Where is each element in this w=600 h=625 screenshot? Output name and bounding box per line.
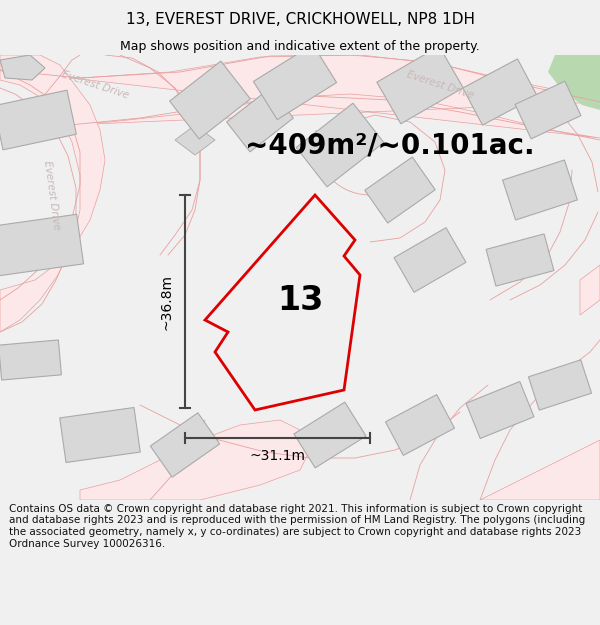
Text: 13: 13 — [277, 284, 323, 316]
Polygon shape — [0, 55, 600, 138]
Text: Everest Drive: Everest Drive — [405, 69, 475, 101]
Polygon shape — [365, 157, 435, 223]
Text: 13, EVEREST DRIVE, CRICKHOWELL, NP8 1DH: 13, EVEREST DRIVE, CRICKHOWELL, NP8 1DH — [125, 12, 475, 27]
Polygon shape — [463, 59, 537, 125]
Polygon shape — [466, 381, 534, 439]
Text: Everest Drive: Everest Drive — [42, 159, 62, 231]
Polygon shape — [548, 55, 600, 110]
Polygon shape — [253, 44, 337, 119]
Polygon shape — [0, 55, 105, 332]
Text: ~409m²/~0.101ac.: ~409m²/~0.101ac. — [245, 131, 535, 159]
Polygon shape — [0, 214, 83, 276]
Text: Contains OS data © Crown copyright and database right 2021. This information is : Contains OS data © Crown copyright and d… — [9, 504, 585, 549]
Text: ~36.8m: ~36.8m — [160, 274, 174, 329]
Polygon shape — [227, 88, 293, 152]
Polygon shape — [151, 412, 220, 478]
Text: Everest Drive: Everest Drive — [60, 69, 130, 101]
Polygon shape — [377, 46, 463, 124]
Polygon shape — [503, 160, 577, 220]
Polygon shape — [529, 360, 592, 410]
Polygon shape — [0, 340, 61, 380]
Polygon shape — [0, 90, 76, 150]
Polygon shape — [580, 265, 600, 315]
Polygon shape — [515, 81, 581, 139]
Text: Map shows position and indicative extent of the property.: Map shows position and indicative extent… — [120, 39, 480, 52]
Polygon shape — [294, 402, 366, 468]
Polygon shape — [80, 420, 310, 500]
Polygon shape — [296, 103, 384, 187]
Text: ~31.1m: ~31.1m — [250, 449, 305, 463]
Polygon shape — [394, 228, 466, 292]
Polygon shape — [170, 61, 250, 139]
Polygon shape — [0, 55, 45, 80]
Polygon shape — [60, 408, 140, 462]
Polygon shape — [175, 125, 215, 155]
Polygon shape — [480, 440, 600, 500]
Polygon shape — [385, 394, 455, 456]
Polygon shape — [486, 234, 554, 286]
